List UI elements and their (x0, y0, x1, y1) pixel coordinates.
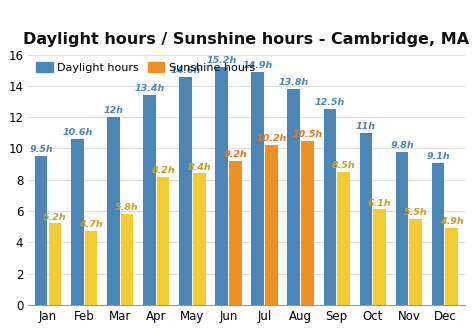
Text: 6.1h: 6.1h (368, 199, 392, 208)
Text: 13.4h: 13.4h (134, 84, 164, 93)
Text: 12h: 12h (103, 106, 123, 115)
Bar (251, 72, 264, 305)
Text: 10.6h: 10.6h (62, 128, 92, 137)
Bar (85, 231, 97, 305)
Text: 11h: 11h (356, 122, 376, 131)
Text: 9.1h: 9.1h (426, 152, 450, 161)
Bar (374, 210, 386, 305)
Bar (143, 95, 156, 305)
Bar (193, 173, 206, 305)
Text: 15.2h: 15.2h (207, 56, 237, 65)
Bar (410, 219, 422, 305)
Bar (337, 172, 350, 305)
Bar (107, 117, 119, 305)
Text: 12.5h: 12.5h (315, 98, 345, 108)
Text: 4.9h: 4.9h (440, 217, 464, 226)
Bar (301, 141, 314, 305)
Bar (121, 214, 133, 305)
Bar (179, 76, 192, 305)
Text: 14.9h: 14.9h (243, 61, 273, 70)
Bar (157, 176, 169, 305)
Text: 5.8h: 5.8h (115, 203, 139, 212)
Text: 8.5h: 8.5h (332, 161, 356, 170)
Bar (71, 139, 83, 305)
Bar (396, 152, 408, 305)
Text: 8.2h: 8.2h (151, 166, 175, 175)
Text: 5.2h: 5.2h (43, 213, 67, 222)
Bar (360, 133, 372, 305)
Text: 14.6h: 14.6h (170, 66, 201, 74)
Text: 9.8h: 9.8h (390, 141, 414, 150)
Bar (229, 161, 242, 305)
Legend: Daylight hours, Sunshine hours: Daylight hours, Sunshine hours (34, 60, 257, 75)
Text: 9.2h: 9.2h (224, 150, 247, 159)
Bar (215, 67, 228, 305)
Bar (446, 228, 458, 305)
Text: 8.4h: 8.4h (187, 163, 211, 171)
Text: 9.5h: 9.5h (29, 145, 53, 154)
Text: 10.2h: 10.2h (256, 134, 286, 143)
Title: Daylight hours / Sunshine hours - Cambridge, MA: Daylight hours / Sunshine hours - Cambri… (23, 31, 470, 46)
Bar (48, 223, 61, 305)
Bar (432, 163, 445, 305)
Bar (35, 156, 47, 305)
Text: 4.7h: 4.7h (79, 220, 103, 229)
Bar (265, 145, 278, 305)
Text: 10.5h: 10.5h (292, 130, 323, 139)
Bar (324, 109, 336, 305)
Text: 13.8h: 13.8h (279, 78, 309, 87)
Text: 5.5h: 5.5h (404, 208, 428, 217)
Bar (287, 89, 300, 305)
